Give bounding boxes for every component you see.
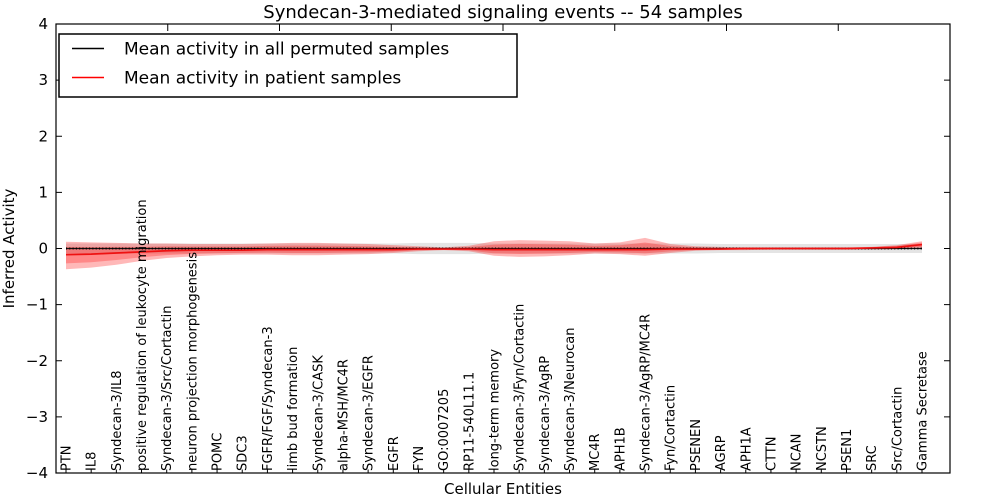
y-axis-label: Inferred Activity — [0, 188, 18, 308]
y-tick-label: 4 — [38, 15, 48, 33]
x-tick-label: GO:0007205 — [437, 389, 452, 471]
x-tick-label: APH1A — [739, 427, 754, 471]
x-tick-label: long-term memory — [488, 349, 503, 471]
x-tick-label: PSEN1 — [840, 429, 855, 471]
x-axis-label: Cellular Entities — [444, 480, 562, 498]
y-tick-label: 1 — [38, 183, 48, 201]
x-tick-label: Syndecan-3/Src/Cortactin — [160, 305, 175, 471]
x-tick-label: neuron projection morphogenesis — [185, 252, 200, 471]
y-tick-label: 2 — [38, 127, 48, 145]
x-tick-label: FGFR/FGF/Syndecan-3 — [261, 326, 276, 471]
patient-std-band-outer — [66, 237, 922, 270]
x-tick-label: Syndecan-3/AgRP — [538, 356, 553, 471]
x-tick-label: NCSTN — [815, 426, 830, 471]
x-tick-label: Src/Cortactin — [890, 387, 905, 471]
legend-entry-label: Mean activity in all permuted samples — [124, 40, 449, 60]
x-tick-label: APH1B — [613, 427, 628, 471]
x-tick-label: Fyn/Cortactin — [664, 385, 679, 471]
x-tick-label: PSENEN — [689, 419, 704, 471]
x-tick-label: PTN — [60, 445, 75, 471]
y-tick-label: −4 — [26, 464, 48, 482]
x-tick-label: Syndecan-3/IL8 — [110, 371, 125, 471]
x-tick-label: Gamma Secretase — [916, 351, 931, 471]
x-tick-label: RP11-540L11.1 — [462, 372, 477, 471]
y-tick-label: −3 — [26, 408, 48, 426]
patient-std-band-inner — [66, 242, 922, 264]
x-tick-label: FYN — [412, 446, 427, 471]
y-tick-label: −2 — [26, 352, 48, 370]
x-tick-label: EGFR — [387, 436, 402, 471]
x-tick-label: POMC — [211, 433, 226, 471]
y-tick-label: −1 — [26, 296, 48, 314]
legend-entry-label: Mean activity in patient samples — [124, 69, 401, 89]
chart-title: Syndecan-3-mediated signaling events -- … — [263, 2, 742, 23]
x-tick-label: Syndecan-3/CASK — [311, 355, 326, 471]
x-tick-label: Syndecan-3/Fyn/Cortactin — [513, 304, 528, 471]
x-tick-label: limb bud formation — [286, 347, 301, 471]
y-tick-label: 0 — [38, 240, 48, 258]
y-tick-label: 3 — [38, 71, 48, 89]
x-tick-label: SDC3 — [236, 435, 251, 471]
x-tick-label: AGRP — [714, 435, 729, 471]
x-tick-label: SRC — [865, 445, 880, 471]
x-tick-label: Syndecan-3/AgRP/MC4R — [639, 314, 654, 471]
patient-mean-line — [65, 243, 923, 256]
x-tick-label: alpha-MSH/MC4R — [336, 359, 351, 471]
x-tick-label: Syndecan-3/EGFR — [362, 355, 377, 471]
legend-box — [58, 33, 518, 98]
x-tick-label: Syndecan-3/Neurocan — [563, 328, 578, 471]
x-tick-label: CTTN — [764, 437, 779, 471]
x-tick-label: MC4R — [588, 433, 603, 471]
x-tick-label: IL8 — [85, 452, 100, 471]
x-tick-label: NCAN — [790, 434, 805, 471]
x-tick-label: positive regulation of leukocyte migrati… — [135, 199, 150, 471]
